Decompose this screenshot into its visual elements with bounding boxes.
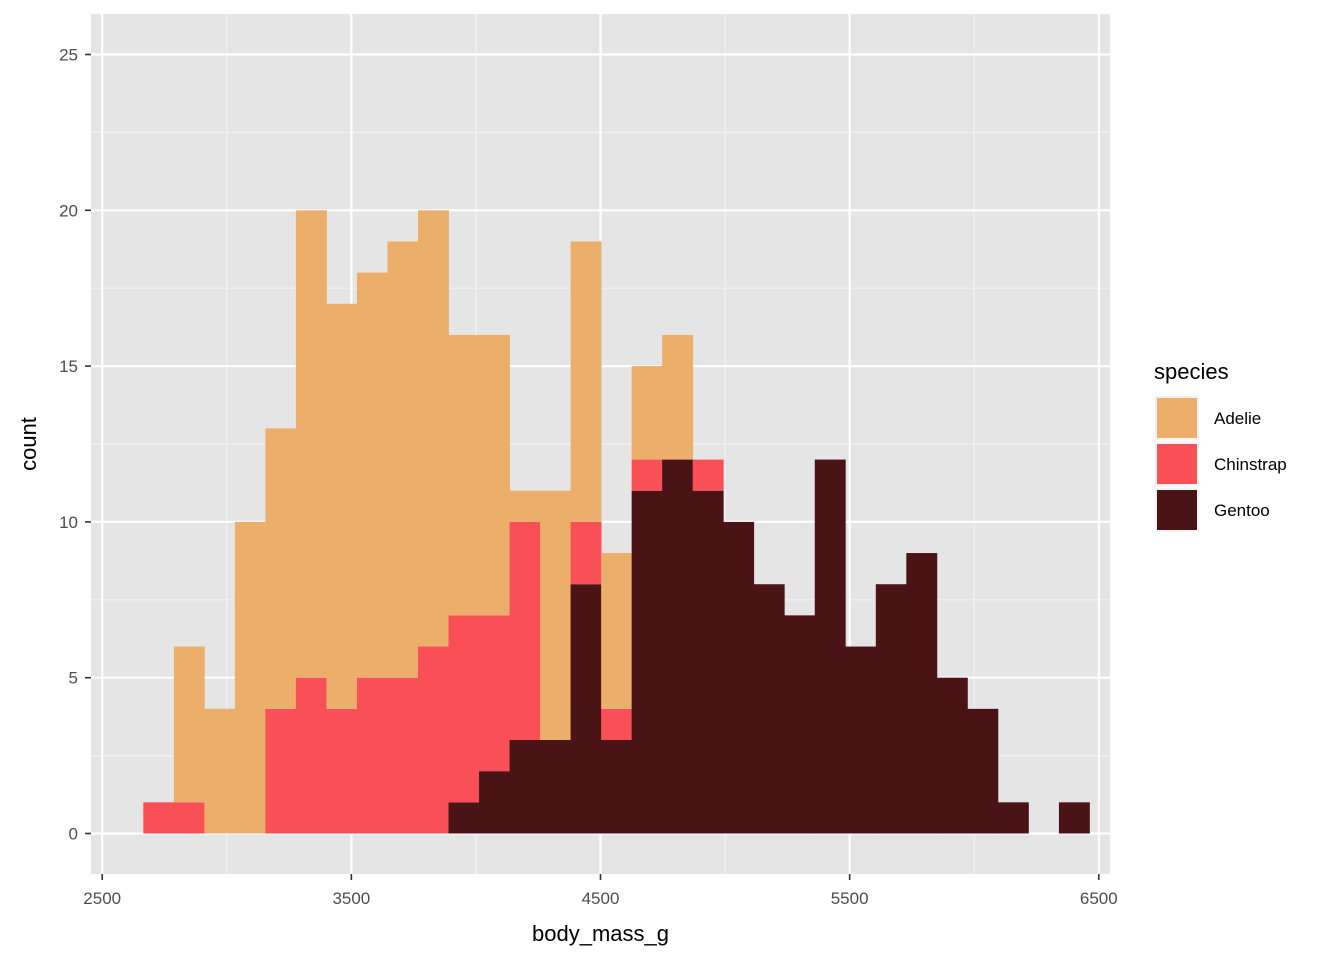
legend-label-gentoo: Gentoo [1214, 501, 1270, 520]
x-tick-label: 2500 [83, 889, 121, 908]
bar-adelie [204, 708, 236, 834]
bar-gentoo [631, 490, 663, 834]
bar-gentoo [906, 553, 938, 834]
bar-chinstrap [387, 677, 419, 834]
x-tick-label: 5500 [831, 889, 869, 908]
bar-chinstrap [265, 708, 297, 834]
bar-chinstrap [601, 708, 633, 741]
bar-gentoo [784, 615, 816, 834]
bar-adelie [509, 490, 541, 522]
bar-gentoo [570, 584, 602, 834]
legend-items: Adelie Chinstrap Gentoo [1155, 396, 1287, 532]
bar-chinstrap [173, 802, 205, 834]
legend-key-adelie [1157, 398, 1197, 438]
bar-gentoo [936, 677, 968, 834]
legend-key-chinstrap [1157, 444, 1197, 484]
bar-adelie [387, 241, 419, 678]
bar-adelie [479, 334, 510, 616]
bar-gentoo [601, 740, 633, 834]
x-tick-label: 6500 [1080, 889, 1118, 908]
bar-chinstrap [143, 802, 175, 834]
bar-gentoo [448, 802, 480, 834]
legend-label-chinstrap: Chinstrap [1214, 455, 1287, 474]
bar-gentoo [845, 646, 877, 834]
bar-chinstrap [570, 521, 602, 585]
bar-gentoo [540, 740, 572, 834]
bar-chinstrap [692, 459, 724, 491]
bar-adelie [265, 428, 297, 709]
bar-chinstrap [631, 459, 663, 491]
bar-chinstrap [448, 615, 480, 803]
x-axis-title: body_mass_g [532, 921, 669, 946]
bar-gentoo [692, 490, 724, 834]
bar-chinstrap [418, 646, 449, 834]
y-tick-label: 15 [59, 357, 78, 376]
bar-gentoo [662, 459, 694, 834]
bar-gentoo [814, 459, 846, 834]
bar-chinstrap [479, 615, 510, 772]
bar-chinstrap [356, 677, 388, 834]
bar-chinstrap [326, 708, 358, 834]
bar-gentoo [753, 584, 785, 834]
bar-gentoo [997, 802, 1029, 834]
bar-adelie [356, 272, 388, 678]
bar-chinstrap [509, 521, 541, 741]
bar-adelie [326, 303, 358, 709]
bar-adelie [295, 210, 327, 678]
y-axis-tick-labels: 0 5 10 15 20 25 [59, 46, 78, 844]
y-tick-label: 20 [59, 201, 78, 220]
y-tick-label: 25 [59, 46, 78, 65]
bar-adelie [540, 490, 572, 741]
axis-ticks [85, 53, 1100, 880]
histogram-bars [143, 210, 1090, 834]
legend: species Adelie Chinstrap Gentoo [1154, 359, 1287, 532]
bar-adelie [234, 521, 266, 834]
bar-gentoo [967, 708, 999, 834]
legend-title: species [1154, 359, 1229, 384]
legend-key-gentoo [1157, 490, 1197, 530]
bar-adelie [631, 366, 663, 460]
x-tick-label: 3500 [332, 889, 370, 908]
y-tick-label: 0 [69, 824, 78, 843]
y-axis-title: count [16, 417, 41, 471]
bar-adelie [601, 553, 633, 709]
bar-gentoo [509, 740, 541, 834]
y-tick-label: 10 [59, 513, 78, 532]
bar-adelie [418, 210, 449, 647]
bar-adelie [570, 241, 602, 522]
bar-adelie [173, 646, 205, 803]
x-tick-label: 4500 [582, 889, 620, 908]
bar-adelie [448, 334, 480, 616]
bar-gentoo [723, 521, 755, 834]
bar-adelie [662, 334, 694, 460]
legend-label-adelie: Adelie [1214, 409, 1261, 428]
x-axis-tick-labels: 2500 3500 4500 5500 6500 [83, 889, 1117, 908]
y-tick-label: 5 [69, 669, 78, 688]
bar-gentoo [1058, 802, 1090, 834]
bar-gentoo [875, 584, 907, 834]
bar-chinstrap [295, 677, 327, 834]
bar-gentoo [479, 771, 510, 834]
